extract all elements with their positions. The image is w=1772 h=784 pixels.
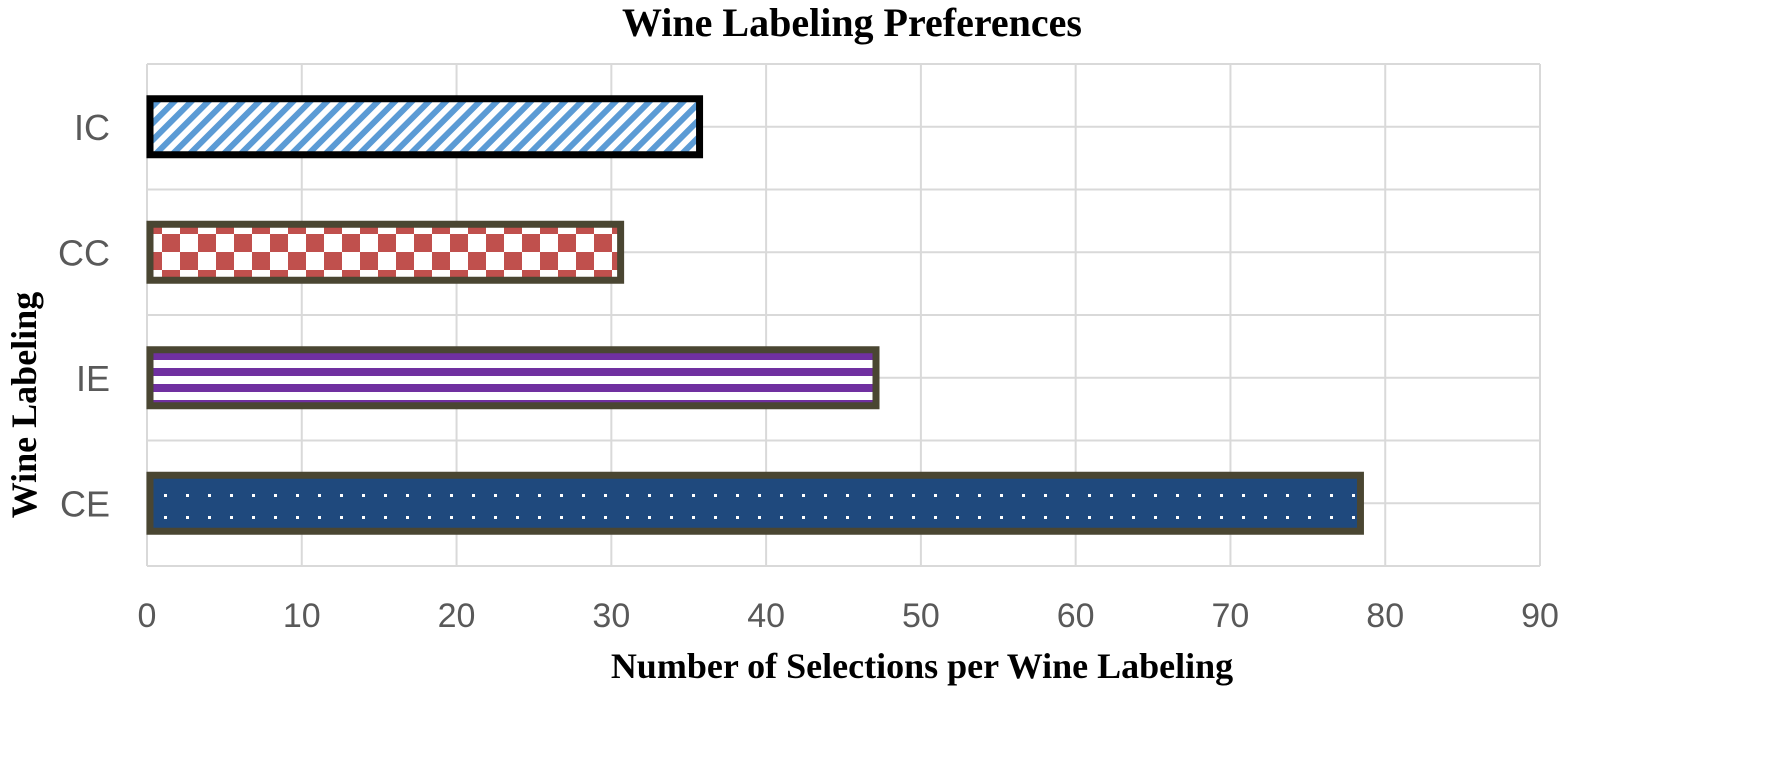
bar-ic — [146, 95, 704, 159]
y-axis-label: Wine Labeling — [4, 292, 44, 518]
x-tick-label-8: 80 — [1366, 597, 1404, 635]
x-tick-label-0: 0 — [138, 597, 157, 635]
x-tick-label-6: 60 — [1057, 597, 1095, 635]
y-tick-label-cc: CC — [58, 232, 110, 273]
chart-title: Wine Labeling Preferences — [622, 0, 1082, 45]
x-tick-label-3: 30 — [592, 597, 630, 635]
bar-ce — [146, 471, 1364, 535]
x-axis-label: Number of Selections per Wine Labeling — [611, 646, 1233, 686]
x-tick-label-7: 70 — [1212, 597, 1250, 635]
y-tick-label-ic: IC — [74, 107, 110, 148]
x-tick-label-2: 20 — [438, 597, 476, 635]
bars — [146, 95, 1364, 535]
x-tick-label-1: 10 — [283, 597, 321, 635]
x-tick-label-9: 90 — [1521, 597, 1559, 635]
y-tick-label-ie: IE — [76, 358, 110, 399]
x-tick-label-5: 50 — [902, 597, 940, 635]
x-tick-label-4: 40 — [747, 597, 785, 635]
bar-cc — [146, 220, 625, 284]
bar-ie — [146, 346, 880, 410]
y-tick-labels: IC CC IE CE — [58, 107, 110, 525]
x-tick-labels: 0 10 20 30 40 50 60 70 80 90 — [138, 597, 1559, 635]
y-tick-label-ce: CE — [60, 483, 110, 524]
